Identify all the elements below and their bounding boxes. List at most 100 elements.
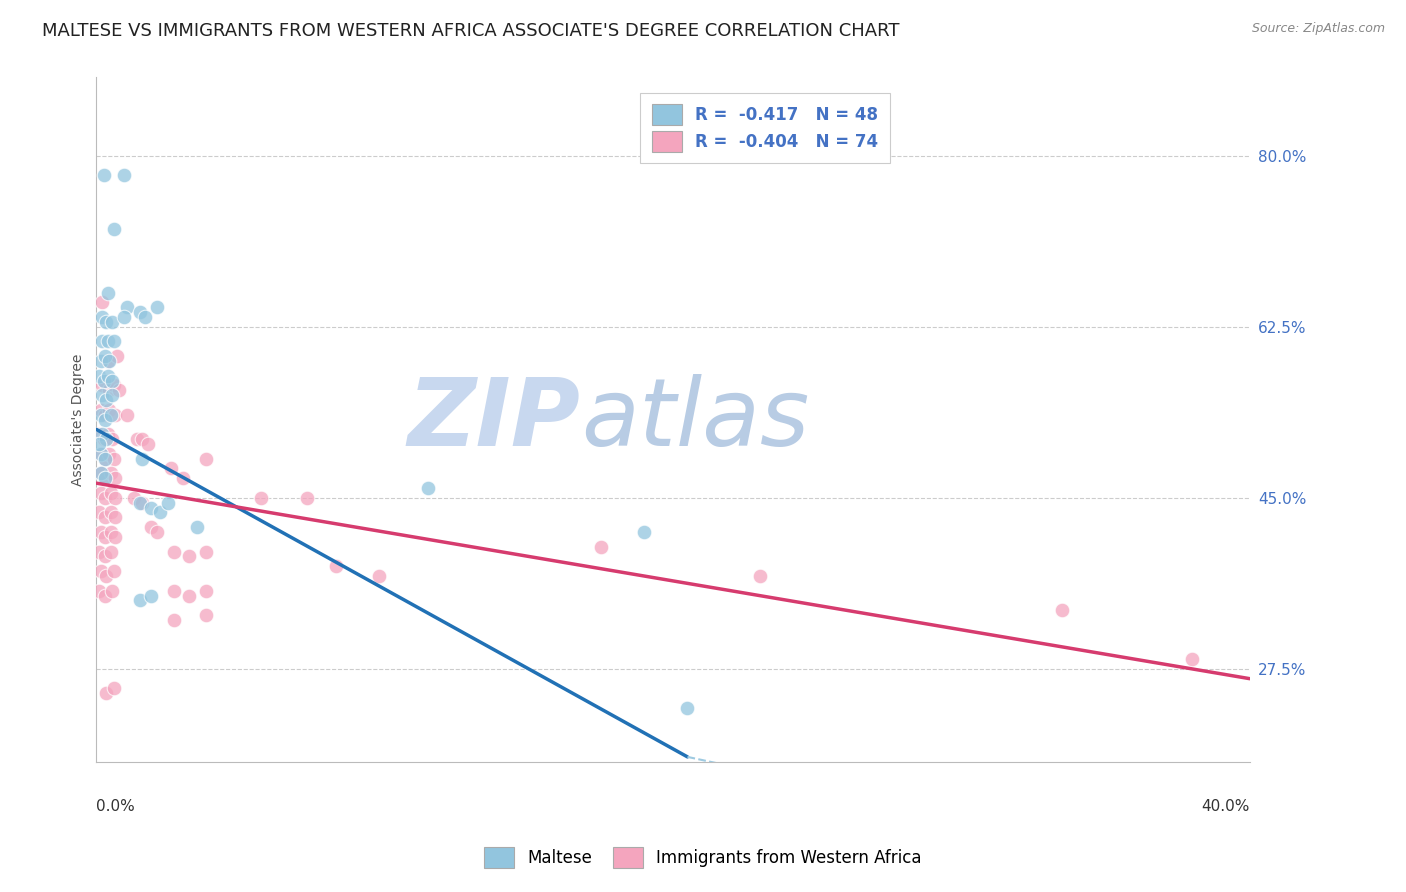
Point xyxy=(633,524,655,539)
Point xyxy=(163,544,186,558)
Point xyxy=(89,437,111,451)
Point xyxy=(589,540,612,554)
Point xyxy=(149,506,172,520)
Point xyxy=(295,491,318,505)
Point xyxy=(89,368,111,383)
Point xyxy=(91,334,114,349)
Point xyxy=(90,467,112,481)
Point xyxy=(136,437,159,451)
Point xyxy=(177,589,200,603)
Point xyxy=(134,310,156,324)
Point xyxy=(101,388,124,402)
Point xyxy=(90,447,112,461)
Point xyxy=(94,530,117,544)
Point xyxy=(93,168,115,182)
Text: ZIP: ZIP xyxy=(408,374,581,466)
Point xyxy=(94,349,117,363)
Point xyxy=(90,524,112,539)
Point xyxy=(98,384,121,398)
Point xyxy=(194,583,217,598)
Point xyxy=(94,412,117,426)
Point xyxy=(139,520,162,534)
Point xyxy=(100,544,122,558)
Point xyxy=(97,334,120,349)
Point xyxy=(115,408,138,422)
Text: Source: ZipAtlas.com: Source: ZipAtlas.com xyxy=(1251,22,1385,36)
Point xyxy=(103,451,125,466)
Point xyxy=(104,530,127,544)
Point xyxy=(91,310,114,324)
Point xyxy=(112,310,135,324)
Point xyxy=(94,471,117,485)
Point xyxy=(100,486,122,500)
Point xyxy=(104,408,127,422)
Point xyxy=(90,564,112,578)
Point xyxy=(139,589,162,603)
Point xyxy=(163,583,186,598)
Point xyxy=(101,374,124,388)
Point xyxy=(90,408,112,422)
Point xyxy=(93,374,115,388)
Point xyxy=(325,559,347,574)
Y-axis label: Associate's Degree: Associate's Degree xyxy=(72,353,86,486)
Point xyxy=(94,408,117,422)
Point xyxy=(98,402,121,417)
Point xyxy=(128,593,150,607)
Point xyxy=(115,300,138,314)
Legend: Maltese, Immigrants from Western Africa: Maltese, Immigrants from Western Africa xyxy=(472,836,934,880)
Point xyxy=(186,520,208,534)
Point xyxy=(94,510,117,524)
Point xyxy=(94,491,117,505)
Point xyxy=(676,701,699,715)
Point xyxy=(100,524,122,539)
Point xyxy=(94,451,117,466)
Point xyxy=(90,486,112,500)
Point xyxy=(89,544,111,558)
Point xyxy=(90,354,112,368)
Point xyxy=(157,496,180,510)
Point xyxy=(748,569,770,583)
Point xyxy=(131,496,153,510)
Point xyxy=(90,467,112,481)
Point xyxy=(94,471,117,485)
Text: 40.0%: 40.0% xyxy=(1202,799,1250,814)
Point xyxy=(97,427,120,442)
Point xyxy=(100,506,122,520)
Point xyxy=(100,408,122,422)
Point xyxy=(89,583,111,598)
Point xyxy=(96,432,118,446)
Point xyxy=(101,315,124,329)
Point xyxy=(91,427,114,442)
Point xyxy=(139,500,162,515)
Point xyxy=(100,467,122,481)
Point xyxy=(105,349,128,363)
Point xyxy=(160,461,183,475)
Point xyxy=(194,544,217,558)
Point xyxy=(103,564,125,578)
Point xyxy=(103,222,125,236)
Point xyxy=(94,549,117,564)
Point xyxy=(91,295,114,310)
Point xyxy=(177,549,200,564)
Point xyxy=(90,447,112,461)
Point xyxy=(98,354,121,368)
Point xyxy=(91,388,114,402)
Point xyxy=(128,305,150,319)
Point xyxy=(146,524,169,539)
Legend: R =  -0.417   N = 48, R =  -0.404   N = 74: R = -0.417 N = 48, R = -0.404 N = 74 xyxy=(641,93,890,163)
Point xyxy=(103,681,125,696)
Point xyxy=(131,451,153,466)
Point xyxy=(1181,652,1204,666)
Point xyxy=(101,432,124,446)
Point xyxy=(96,686,118,700)
Point xyxy=(122,491,145,505)
Point xyxy=(103,334,125,349)
Point xyxy=(104,510,127,524)
Point xyxy=(163,613,186,627)
Point xyxy=(89,506,111,520)
Point xyxy=(97,285,120,300)
Point xyxy=(104,471,127,485)
Text: MALTESE VS IMMIGRANTS FROM WESTERN AFRICA ASSOCIATE'S DEGREE CORRELATION CHART: MALTESE VS IMMIGRANTS FROM WESTERN AFRIC… xyxy=(42,22,900,40)
Point xyxy=(104,491,127,505)
Point xyxy=(97,368,120,383)
